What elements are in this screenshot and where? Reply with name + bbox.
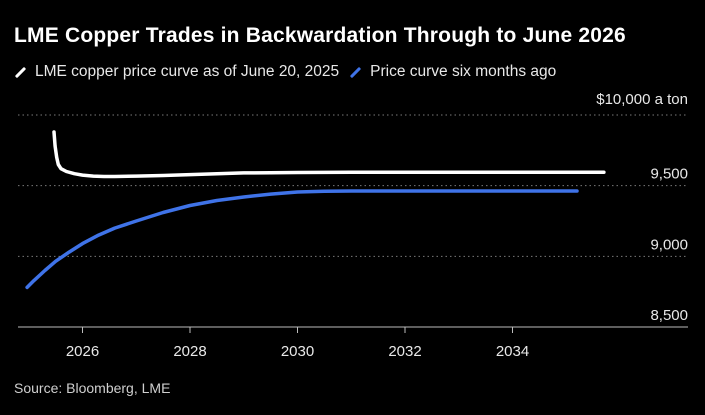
legend-label-six-months-ago: Price curve six months ago [370, 63, 557, 80]
legend-item-six-months-ago: Price curve six months ago [349, 63, 556, 81]
x-tick-label: 2028 [173, 343, 206, 360]
x-tick-label: 2034 [496, 343, 529, 360]
legend-item-current: LME copper price curve as of June 20, 20… [14, 63, 339, 81]
source-note: Source: Bloomberg, LME [14, 380, 171, 396]
y-tick-label: 8,500 [650, 307, 688, 324]
y-tick-label: 9,000 [650, 236, 688, 253]
series-line-six-months-ago [25, 189, 579, 290]
chart-legend: LME copper price curve as of June 20, 20… [14, 63, 566, 81]
series-line-current [52, 130, 606, 179]
y-tick-label: 9,500 [650, 166, 688, 183]
legend-label-current: LME copper price curve as of June 20, 20… [35, 63, 340, 80]
x-tick-label: 2032 [388, 343, 421, 360]
y-axis-unit-label: $10,000 a ton [596, 91, 688, 108]
x-tick-label: 2030 [281, 343, 314, 360]
x-tick-label: 2026 [66, 343, 99, 360]
chart-title: LME Copper Trades in Backwardation Throu… [14, 24, 626, 47]
